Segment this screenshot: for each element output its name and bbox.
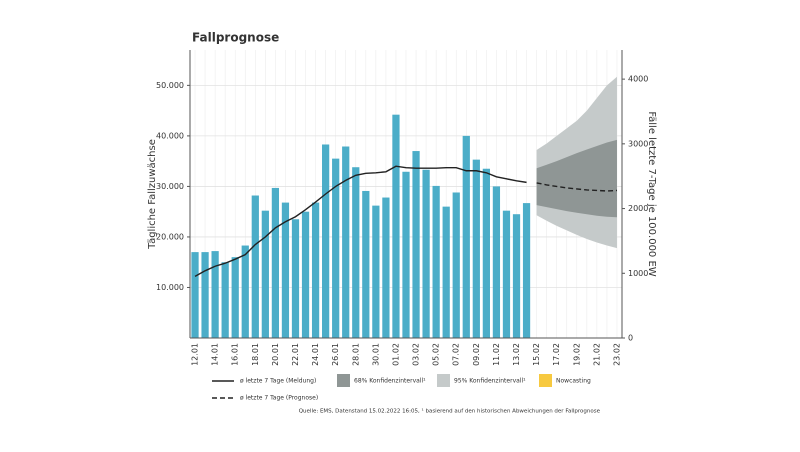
legend-swatch xyxy=(539,374,552,387)
legend-label: ø letzte 7 Tage (Prognose) xyxy=(240,395,318,402)
x-tick-label: 21.02 xyxy=(592,343,601,366)
bar xyxy=(522,203,531,338)
legend: 95% Konfidenzintervall¹ 68% Konfidenzinte… xyxy=(212,374,591,402)
y2-tick-label: 0 xyxy=(628,334,633,343)
y-tick-label: 10.000 xyxy=(156,283,184,292)
x-tick-label: 28.01 xyxy=(351,343,360,366)
y2-axis-title: Fälle letzte 7-Tage je 100.000 EW xyxy=(646,111,657,276)
x-tick-label: 23.02 xyxy=(612,343,621,366)
bar xyxy=(462,135,470,338)
bar xyxy=(322,144,330,338)
bar xyxy=(452,192,460,338)
axes: 10.000 20.000 30.000 40.000 50.000 0 1000 2000 3… xyxy=(156,50,648,366)
y-tick-label: 40.000 xyxy=(156,131,184,140)
legend-label: ø letzte 7 Tage (Meldung) xyxy=(240,378,316,385)
y-tick-label: 20.000 xyxy=(156,232,184,241)
bar xyxy=(211,251,219,338)
bar xyxy=(241,245,249,338)
y2-tick-label: 2000 xyxy=(628,204,648,213)
bar xyxy=(362,190,370,338)
bar xyxy=(231,257,239,338)
bar xyxy=(472,159,480,338)
chart-title: Fallprognose xyxy=(192,31,279,45)
x-tick-label: 03.02 xyxy=(412,343,421,366)
x-tick-label: 13.02 xyxy=(512,343,521,366)
x-tick-label: 18.01 xyxy=(251,343,260,366)
bar xyxy=(291,219,300,338)
x-tick-label: 30.01 xyxy=(371,343,380,366)
bar xyxy=(342,146,350,338)
bar xyxy=(502,210,511,338)
bar xyxy=(412,151,420,338)
bar xyxy=(201,252,209,338)
bar xyxy=(382,197,390,338)
bar xyxy=(261,210,269,338)
bar xyxy=(311,202,320,338)
y2-tick-label: 1000 xyxy=(628,269,648,278)
bar xyxy=(352,167,360,338)
confidence-band xyxy=(536,139,617,218)
y-tick-label: 30.000 xyxy=(156,182,184,191)
legend-label: 95% Konfidenzintervall¹ xyxy=(454,378,526,385)
bar xyxy=(482,168,490,338)
x-tick-label: 01.02 xyxy=(391,343,400,366)
bar xyxy=(191,252,199,338)
y-tick-label: 50.000 xyxy=(156,81,184,90)
x-tick-label: 22.01 xyxy=(291,343,300,366)
marks xyxy=(191,76,618,339)
x-tick-label: 15.02 xyxy=(532,343,541,366)
bar xyxy=(392,114,400,339)
x-tick-label: 09.02 xyxy=(472,343,481,366)
bar xyxy=(251,195,259,338)
source-note: Quelle: EMS, Datenstand 15.02.2022 16:05… xyxy=(299,408,601,415)
bar xyxy=(512,214,521,338)
line xyxy=(194,165,527,277)
bar xyxy=(432,185,440,338)
bar xyxy=(422,169,430,338)
y2-tick-label: 4000 xyxy=(628,75,648,84)
bar xyxy=(442,206,450,338)
bar xyxy=(492,186,501,338)
y-axis-title: Tägliche Fallzuwächse xyxy=(147,139,158,250)
x-tick-label: 20.01 xyxy=(271,343,280,366)
bar xyxy=(372,205,380,338)
bar xyxy=(221,262,229,338)
bar xyxy=(402,171,410,338)
x-tick-label: 26.01 xyxy=(331,343,340,366)
x-tick-label: 11.02 xyxy=(492,343,501,366)
bar xyxy=(281,202,290,338)
bar xyxy=(301,211,310,338)
legend-label: 68% Konfidenzintervall¹ xyxy=(354,378,426,385)
y2-tick-label: 3000 xyxy=(628,139,648,148)
x-tick-label: 17.02 xyxy=(552,343,561,366)
legend-label: Nowcasting xyxy=(556,378,591,385)
bar xyxy=(332,158,340,338)
x-tick-label: 05.02 xyxy=(432,343,441,366)
x-tick-label: 19.02 xyxy=(572,343,581,366)
x-tick-label: 14.01 xyxy=(211,343,220,366)
x-tick-label: 24.01 xyxy=(311,343,320,366)
legend-swatch xyxy=(437,374,450,387)
x-tick-label: 12.01 xyxy=(191,343,200,366)
x-tick-label: 16.01 xyxy=(231,343,240,366)
x-tick-label: 07.02 xyxy=(452,343,461,366)
legend-swatch xyxy=(337,374,350,387)
bar xyxy=(271,187,280,338)
line xyxy=(536,182,618,192)
